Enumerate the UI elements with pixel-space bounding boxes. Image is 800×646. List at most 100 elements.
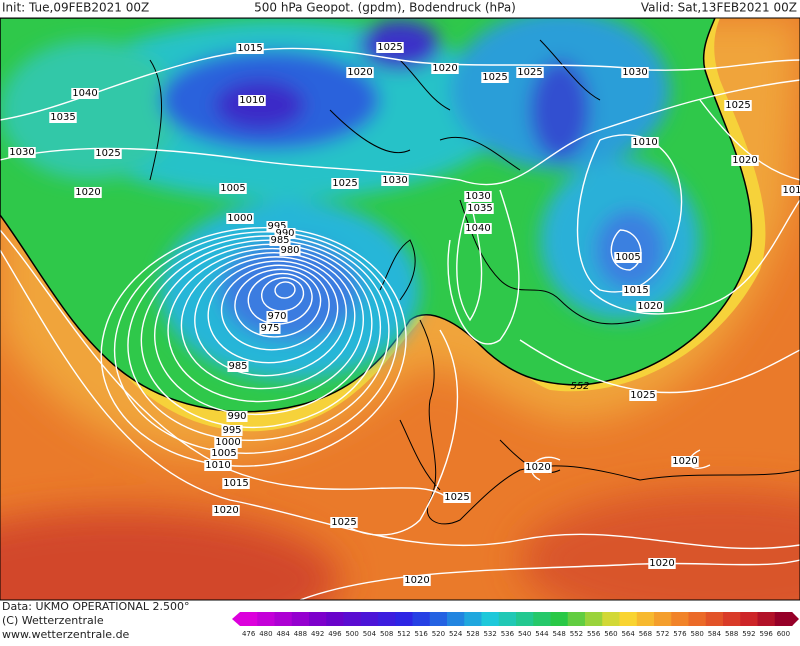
isobar-label: 1025 <box>331 517 356 528</box>
label-box <box>8 147 36 158</box>
isobar-label: 1010 <box>632 137 657 148</box>
colorbar-tick-label: 564 <box>621 630 635 638</box>
label-box <box>204 460 232 471</box>
url: www.wetterzentrale.de <box>2 628 130 641</box>
label-box <box>71 88 99 99</box>
label-box <box>94 148 122 159</box>
color-swatch <box>429 612 448 626</box>
colorbar-tick-label: 508 <box>380 630 393 638</box>
color-swatch <box>412 612 431 626</box>
isobar-ring <box>260 277 305 312</box>
colorbar-tick-label: 544 <box>535 630 549 638</box>
label-box <box>269 235 291 246</box>
isobar-ring <box>167 247 365 403</box>
label-box <box>259 323 281 334</box>
label-box <box>219 183 247 194</box>
isobar-label: 1010 <box>205 460 230 471</box>
label-box <box>524 462 552 473</box>
coastlines <box>149 39 800 525</box>
isobar-label: 1020 <box>649 558 674 569</box>
isobar-ring <box>247 272 313 325</box>
label-box <box>238 95 266 106</box>
color-swatch <box>464 612 482 626</box>
color-swatch <box>343 612 362 626</box>
colorbar-tick-label: 488 <box>294 630 307 638</box>
label-box <box>227 361 249 372</box>
label-box <box>74 187 102 198</box>
isobar-label: 995 <box>222 425 241 436</box>
colorbar-tick-label: 484 <box>276 630 290 638</box>
init-time: Init: Tue,09FEB2021 00Z <box>2 1 149 15</box>
colorbar-tick-label: 576 <box>673 630 687 638</box>
isobar-label: 1030 <box>9 147 34 158</box>
copyright: (C) Wetterzentrale <box>2 614 104 627</box>
color-swatch <box>516 612 534 626</box>
colorbar-tick-label: 568 <box>639 630 652 638</box>
label-box <box>49 112 77 123</box>
colorbar-tick-label: 500 <box>345 630 358 638</box>
colorbar-tick-label: 552 <box>570 630 583 638</box>
color-swatch <box>326 612 344 626</box>
colorbar-tick-label: 572 <box>656 630 669 638</box>
isobar-label: 1015 <box>223 478 248 489</box>
color-swatch <box>585 612 603 626</box>
color-swatch <box>533 612 551 626</box>
isobar-label: 1025 <box>444 492 469 503</box>
label-box <box>266 311 288 322</box>
isobar-ring <box>180 252 356 390</box>
color-swatch <box>481 612 500 626</box>
isobar-ring <box>100 226 407 467</box>
label-box <box>671 456 699 467</box>
isobar-label: 1030 <box>382 175 407 186</box>
colorbar-tick-label: 512 <box>397 630 410 638</box>
isobar-ring <box>140 239 382 429</box>
label-box <box>431 63 459 74</box>
color-swatch <box>567 612 586 626</box>
colorbar-tick-label: 580 <box>690 630 703 638</box>
isobar-label: 1005 <box>615 252 640 263</box>
label-box <box>631 137 659 148</box>
isobar-label: 1025 <box>95 148 120 159</box>
isobar-label: 985 <box>270 235 289 246</box>
isobar-label: 1015 <box>237 43 262 54</box>
isobar-label: 1005 <box>220 183 245 194</box>
label-box <box>331 178 359 189</box>
colorbar-tick-label: 548 <box>552 630 565 638</box>
label-box <box>724 100 752 111</box>
colorbar-tick-label: 504 <box>363 630 377 638</box>
label-box <box>443 492 471 503</box>
isobar-label: 990 <box>227 411 246 422</box>
label-box <box>346 67 374 78</box>
color-swatch <box>636 612 655 626</box>
isobar-ring <box>207 260 339 364</box>
isobar-label: 1040 <box>72 88 97 99</box>
colorbar-tick-label: 592 <box>742 630 755 638</box>
colorbar-tick-label: 524 <box>449 630 463 638</box>
label-box <box>376 42 404 53</box>
color-swatch <box>240 612 258 626</box>
label-box <box>516 67 544 78</box>
colorbar-tick-label: 520 <box>432 630 445 638</box>
isobar-label: 975 <box>260 323 279 334</box>
label-box <box>781 185 800 196</box>
isobar-label: 1020 <box>432 63 457 74</box>
color-swatch <box>498 612 517 626</box>
valid-time: Valid: Sat,13FEB2021 00Z <box>641 1 797 15</box>
colorbar-tick-label: 492 <box>311 630 324 638</box>
colorbar-tick-label: 496 <box>328 630 342 638</box>
isobar-ring <box>113 231 399 454</box>
isobar-ring <box>220 264 330 351</box>
label-box <box>210 448 238 459</box>
colorbar-tick-label: 556 <box>587 630 601 638</box>
label-box <box>629 390 657 401</box>
isobar-label: 995 <box>267 221 286 232</box>
map <box>0 18 800 600</box>
color-swatch <box>395 612 413 626</box>
color-swatch <box>654 612 672 626</box>
color-swatch <box>360 612 379 626</box>
colorbar-tick-label: 560 <box>604 630 617 638</box>
isobar-label: 101 <box>782 185 800 196</box>
label-box <box>214 437 242 448</box>
colorbar-tick-label: 480 <box>259 630 272 638</box>
isobar-ring <box>153 243 373 416</box>
